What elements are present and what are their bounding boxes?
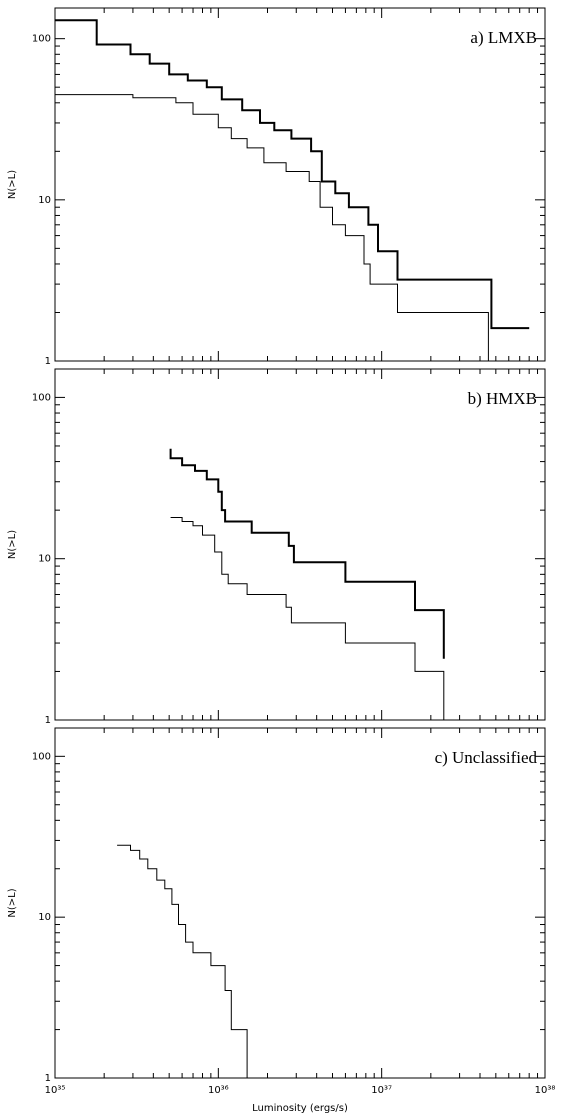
y-axis-label: N(>L)	[7, 530, 18, 559]
step-line	[55, 94, 489, 361]
step-line	[117, 844, 248, 1078]
step-line	[170, 517, 445, 720]
y-tick-label: 10	[38, 554, 51, 565]
x-axis-label: Luminosity (ergs/s)	[252, 1103, 348, 1114]
plot-frame	[54, 727, 546, 1079]
plot-frame	[54, 7, 546, 362]
panel-label: b) HMXB	[468, 389, 537, 408]
y-tick-label: 10	[38, 195, 51, 206]
y-tick-label: 1	[45, 715, 51, 726]
y-tick-label: 1	[45, 356, 51, 367]
x-tick-label: 10³⁷	[371, 1085, 392, 1096]
x-tick-label: 10³⁸	[535, 1085, 556, 1096]
y-axis-label: N(>L)	[7, 170, 18, 199]
y-tick-label: 10	[38, 912, 51, 923]
y-tick-label: 100	[32, 34, 51, 45]
y-tick-label: 1	[45, 1073, 51, 1084]
panel-label: c) Unclassified	[435, 748, 538, 767]
x-tick-label: 10³⁵	[45, 1085, 66, 1096]
x-tick-label: 10³⁶	[208, 1085, 229, 1096]
panel-label: a) LMXB	[470, 28, 537, 47]
plot-frame	[54, 368, 546, 721]
y-tick-label: 100	[32, 392, 51, 403]
y-tick-label: 100	[32, 751, 51, 762]
step-line	[169, 448, 445, 659]
step-line	[55, 19, 530, 330]
y-axis-label: N(>L)	[7, 888, 18, 917]
